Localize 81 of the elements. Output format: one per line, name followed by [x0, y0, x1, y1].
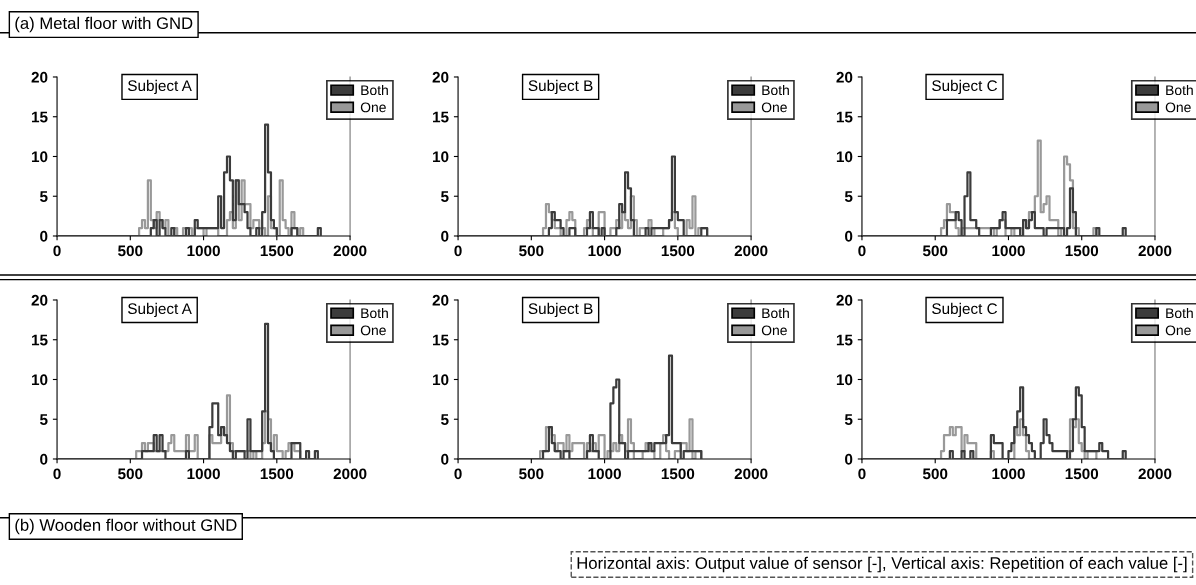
y-tick-label: 20 [836, 71, 853, 83]
y-tick-label: 0 [441, 230, 449, 242]
legend-label: One [1165, 102, 1191, 113]
x-tick-label: 500 [519, 468, 544, 480]
x-tick-label: 500 [118, 468, 143, 480]
chart-title: Subject C [932, 302, 998, 318]
x-tick-label: 0 [858, 245, 866, 257]
x-tick-label: 1000 [588, 468, 621, 480]
chart-title: Subject C [932, 79, 998, 95]
y-tick-label: 15 [433, 334, 449, 346]
x-tick-label: 500 [519, 245, 544, 257]
x-tick-label: 1500 [1065, 468, 1099, 480]
y-tick-label: 5 [844, 414, 853, 425]
x-tick-label: 1500 [260, 468, 294, 480]
chart-title: Subject A [128, 302, 192, 318]
x-tick-label: 0 [454, 468, 462, 480]
x-tick-label: 2000 [1138, 245, 1172, 257]
legend-label: Both [762, 84, 789, 96]
y-tick-label: 10 [433, 151, 449, 163]
y-tick-label: 0 [40, 230, 48, 242]
y-tick-label: 5 [40, 414, 48, 425]
x-tick-label: 0 [858, 468, 866, 480]
x-tick-label: 1000 [992, 245, 1025, 257]
x-tick-label: 0 [53, 245, 61, 257]
text: Horizontal axis: Output value of sensor [-], Vertical axis: Repetition of each value [-] [577, 556, 1187, 573]
y-tick-label: 0 [441, 453, 449, 465]
y-tick-label: 10 [31, 151, 48, 163]
chart-title: Subject A [128, 79, 192, 95]
x-tick-label: 2000 [333, 468, 367, 480]
x-tick-label: 500 [118, 245, 143, 257]
y-tick-label: 5 [844, 191, 853, 202]
y-tick-label: 15 [433, 111, 449, 123]
legend-label: Both [361, 84, 388, 96]
y-tick-label: 20 [31, 71, 48, 83]
y-tick-label: 10 [836, 151, 853, 163]
x-tick-label: 500 [922, 245, 948, 257]
y-tick-label: 20 [432, 294, 449, 306]
x-tick-label: 2000 [734, 245, 768, 257]
legend-label: One [1165, 325, 1191, 336]
y-tick-label: 15 [31, 334, 48, 346]
legend-label: Both [762, 307, 789, 319]
x-tick-label: 0 [53, 468, 61, 480]
text: (a) Metal floor with GND [15, 16, 193, 33]
y-tick-label: 5 [441, 191, 449, 202]
x-tick-label: 1500 [260, 245, 294, 257]
y-tick-label: 5 [40, 191, 48, 202]
chart-title: Subject B [528, 79, 593, 95]
y-tick-label: 15 [31, 111, 48, 123]
legend-label: One [360, 325, 386, 336]
x-tick-label: 500 [922, 468, 948, 480]
y-tick-label: 20 [432, 71, 449, 83]
x-tick-label: 1500 [1065, 245, 1099, 257]
y-tick-label: 0 [845, 230, 853, 242]
y-tick-label: 10 [433, 374, 449, 386]
x-tick-label: 2000 [1138, 468, 1172, 480]
y-tick-label: 10 [836, 374, 853, 386]
y-tick-label: 5 [441, 414, 449, 425]
legend-label: One [761, 102, 787, 113]
x-tick-label: 0 [454, 245, 462, 257]
legend-label: Both [361, 307, 388, 319]
y-tick-label: 0 [40, 453, 48, 465]
x-tick-label: 1000 [187, 245, 220, 257]
y-tick-label: 15 [836, 334, 853, 346]
y-tick-label: 20 [31, 294, 48, 306]
y-tick-label: 10 [31, 374, 48, 386]
x-tick-label: 1500 [661, 468, 695, 480]
x-tick-label: 1000 [992, 468, 1025, 480]
x-tick-label: 2000 [333, 245, 367, 257]
x-tick-label: 2000 [734, 468, 768, 480]
text: (b) Wooden floor without GND [15, 518, 237, 535]
legend-label: One [761, 325, 787, 336]
y-tick-label: 15 [836, 111, 853, 123]
x-tick-label: 1500 [661, 245, 695, 257]
x-tick-label: 1000 [187, 468, 220, 480]
y-tick-label: 20 [836, 294, 853, 306]
y-tick-label: 0 [845, 453, 853, 465]
legend-label: One [360, 102, 386, 113]
x-tick-label: 1000 [588, 245, 621, 257]
chart-title: Subject B [528, 302, 593, 318]
legend-label: Both [1166, 84, 1193, 96]
legend-label: Both [1166, 307, 1193, 319]
